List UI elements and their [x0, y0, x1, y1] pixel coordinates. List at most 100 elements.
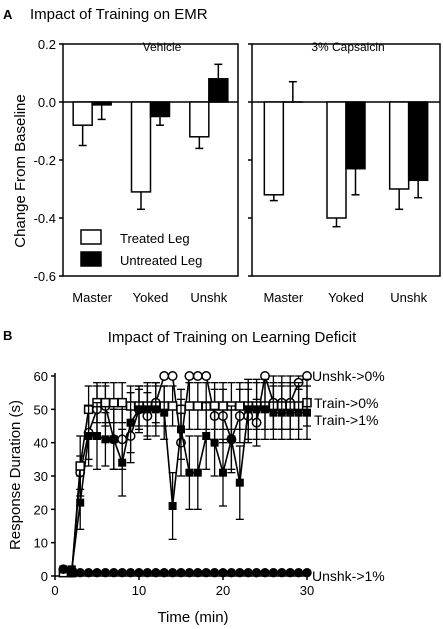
point: [176, 567, 186, 578]
point: [227, 435, 236, 444]
point: [151, 405, 160, 414]
point: [286, 408, 295, 417]
y-tick-label: 0: [41, 569, 48, 584]
point: [160, 408, 169, 417]
panel-a-ylabel: Change From Baseline: [12, 94, 29, 247]
panel-a-legend: Treated Leg Untreated Leg: [80, 229, 202, 268]
point: [126, 418, 135, 427]
x-tick-label: 20: [216, 583, 230, 598]
point: [277, 408, 286, 417]
point: [109, 567, 119, 578]
point: [100, 567, 111, 578]
bar: [208, 78, 229, 103]
point: [159, 371, 170, 381]
bar: [149, 101, 171, 118]
series-label-unshk-0: Unshk->0%: [312, 368, 385, 384]
point: [101, 435, 110, 444]
y-tick-label: 30: [34, 469, 48, 484]
point: [209, 567, 220, 578]
point: [67, 567, 77, 578]
x-tick-label: Master: [263, 290, 303, 305]
point: [235, 401, 245, 411]
series-3: [58, 564, 312, 578]
point: [277, 567, 287, 578]
point: [167, 567, 178, 578]
x-tick-label: 0: [51, 583, 58, 598]
x-tick-label: Yoked: [133, 290, 169, 305]
bar: [407, 101, 429, 182]
point: [151, 567, 161, 578]
point: [201, 371, 212, 381]
series-label-train-1: Train->1%: [314, 412, 378, 428]
panel-a-bars: [72, 63, 429, 228]
point: [76, 498, 85, 507]
series-label-train-0: Train->0%: [314, 395, 378, 411]
subplot-vehicle-title: Vehicle: [143, 40, 182, 54]
point: [218, 401, 228, 411]
point: [184, 401, 195, 411]
bar: [388, 101, 410, 190]
y-tick-label: -0.4: [34, 211, 56, 226]
x-tick-label: 30: [300, 583, 314, 598]
x-tick-label: Master: [72, 290, 112, 305]
point: [117, 567, 127, 578]
series-2: [59, 378, 311, 574]
point: [219, 468, 227, 477]
panel-a-letter: A: [3, 7, 13, 22]
point: [285, 567, 295, 578]
point: [167, 371, 178, 381]
point: [226, 567, 237, 578]
point: [293, 567, 304, 578]
y-tick-label: -0.2: [34, 153, 56, 168]
panel-b-series-labels: Unshk->0% Train->0% Train->1% Unshk->1%: [312, 368, 385, 584]
point: [118, 458, 127, 467]
panel-b-series: [58, 371, 312, 578]
point: [167, 401, 178, 411]
point: [192, 371, 203, 381]
point: [134, 567, 144, 578]
point: [125, 567, 136, 578]
bar: [263, 101, 285, 196]
y-tick-label: 10: [34, 536, 48, 551]
point: [58, 564, 69, 575]
point: [268, 567, 279, 578]
point: [83, 567, 94, 578]
point: [244, 405, 253, 414]
point: [218, 567, 228, 578]
bar: [189, 101, 210, 138]
panel-a-title: Impact of Training on EMR: [30, 6, 208, 23]
y-tick-label: 40: [34, 436, 48, 451]
point: [235, 478, 244, 487]
point: [75, 567, 85, 578]
point: [84, 432, 93, 440]
point: [142, 567, 153, 578]
x-tick-label: Unshk: [190, 290, 227, 305]
point: [159, 567, 169, 578]
bar: [91, 101, 112, 106]
y-tick-label: -0.6: [34, 269, 56, 284]
point: [243, 567, 253, 578]
y-tick-label: 0.2: [38, 37, 56, 52]
bar: [345, 101, 366, 170]
series-line: [63, 401, 308, 574]
point: [143, 405, 152, 414]
point: [294, 408, 303, 417]
point: [177, 425, 185, 434]
panel-b-title: Impact of Training on Learning Deficit: [108, 329, 357, 346]
point: [269, 408, 278, 417]
point: [75, 461, 85, 471]
point: [109, 435, 118, 444]
x-tick-label: Yoked: [328, 290, 364, 305]
panel-b-letter: B: [3, 328, 12, 343]
panel-b-xlabel: Time (min): [157, 609, 228, 626]
point: [302, 567, 312, 578]
point: [193, 567, 203, 578]
legend-label-treated: Treated Leg: [120, 231, 190, 246]
point: [202, 432, 211, 440]
point: [168, 502, 177, 510]
legend-swatch-untreated: [80, 251, 102, 267]
point: [117, 397, 127, 408]
point: [210, 438, 219, 447]
x-tick-label: Unshk: [390, 290, 427, 305]
